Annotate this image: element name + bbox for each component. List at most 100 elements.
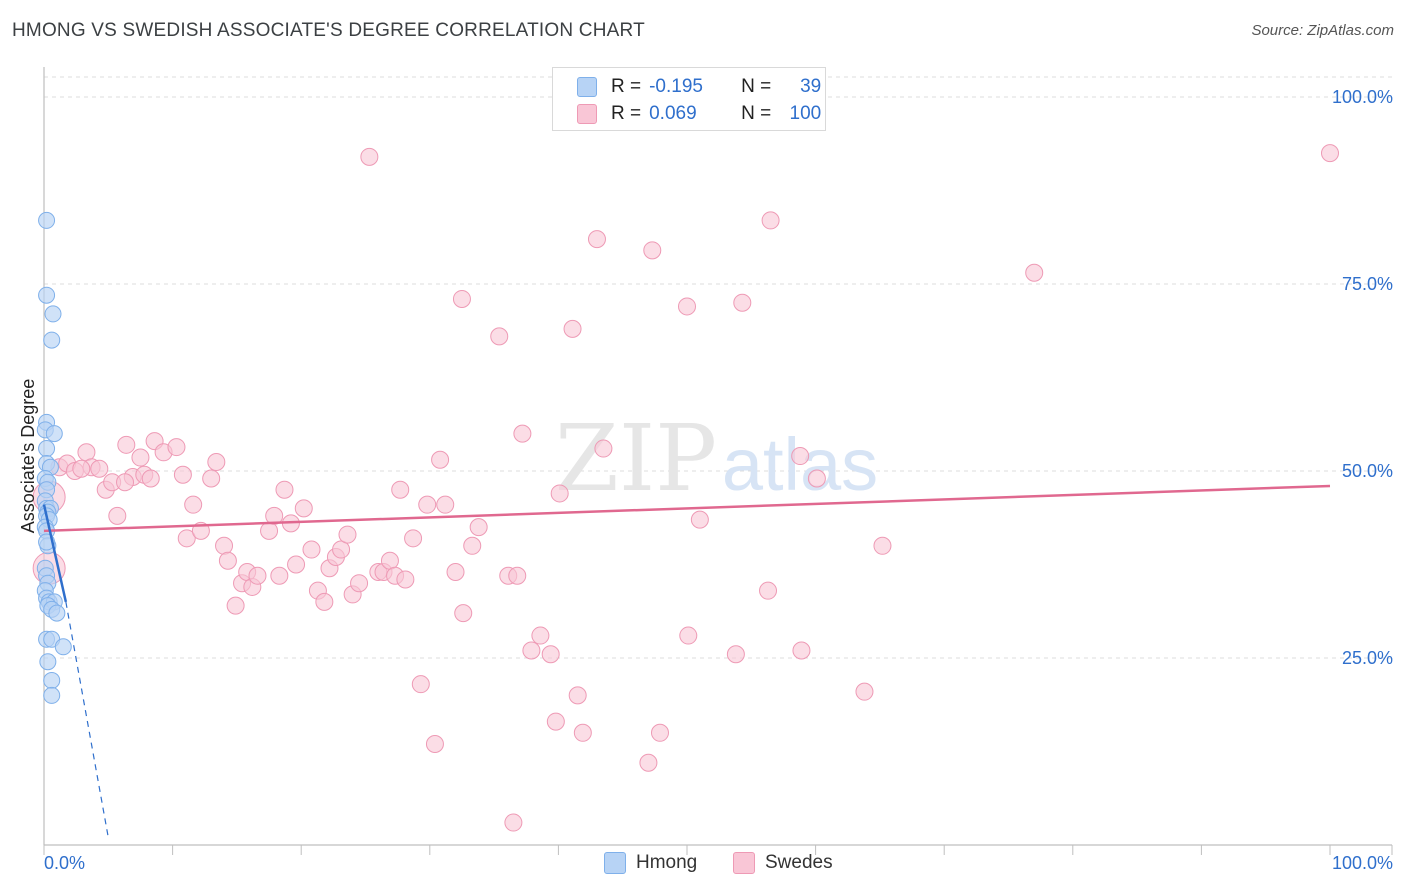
swedes-point xyxy=(338,525,357,544)
swedes-point xyxy=(332,540,351,559)
swedes-point xyxy=(733,293,752,312)
swedes-point xyxy=(360,147,379,166)
swedes-point xyxy=(855,682,874,701)
legend-swatch-hmong xyxy=(577,77,597,97)
legend-r-label: R = xyxy=(611,103,642,124)
trend-lines xyxy=(42,484,1331,838)
swedes-point xyxy=(454,604,473,623)
bottom-legend-hmong: Hmong xyxy=(604,852,697,874)
swedes-point xyxy=(72,459,91,478)
swedes-point xyxy=(131,448,150,467)
swedes-point xyxy=(1025,263,1044,282)
swedes-point xyxy=(218,551,237,570)
legend-swatch-swedes xyxy=(577,104,597,124)
swedes-point xyxy=(431,450,450,469)
chart-title: HMONG VS SWEDISH ASSOCIATE'S DEGREE CORR… xyxy=(12,20,645,41)
legend-r-label: R = xyxy=(611,76,642,97)
hmong-point xyxy=(39,653,57,671)
legend-n-label: N = xyxy=(741,76,772,97)
swedes-point xyxy=(791,447,810,466)
swedes-point xyxy=(202,469,221,488)
swedes-point xyxy=(167,438,186,457)
swedes-point xyxy=(568,686,587,705)
watermark-zip: ZIP xyxy=(555,405,717,512)
swedes-point xyxy=(294,499,313,518)
x-tick-label-right: 100.0% xyxy=(1332,853,1393,873)
swedes-point xyxy=(275,480,294,499)
swedes-point xyxy=(184,495,203,514)
swedes-point xyxy=(726,645,745,664)
swedes-point xyxy=(452,289,471,308)
swedes-point xyxy=(643,241,662,260)
swedes-point xyxy=(469,518,488,537)
hmong-point xyxy=(43,686,61,704)
swedes-point xyxy=(173,465,192,484)
hmong-point xyxy=(44,305,62,323)
hmong-point xyxy=(38,440,56,458)
bottom-legend-swatch-hmong xyxy=(604,852,626,874)
y-tick-label: 75.0% xyxy=(1342,274,1393,294)
swedes-point xyxy=(678,297,696,316)
swedes-point xyxy=(541,645,560,664)
swedes-point xyxy=(396,570,415,589)
hmong-trend-extension xyxy=(65,601,109,838)
swedes-point xyxy=(807,469,826,488)
legend-n-value: 39 xyxy=(800,76,822,97)
legend-n-value: 100 xyxy=(789,103,822,124)
legend-r-value: 0.069 xyxy=(649,103,697,124)
bottom-legend-label-swedes: Swedes xyxy=(765,852,833,873)
hmong-point xyxy=(43,331,61,349)
swedes-point xyxy=(287,555,306,574)
legend-row-swedes: R = 0.069 N = 100 xyxy=(577,102,821,126)
hmong-point xyxy=(45,425,63,443)
watermark: ZIP atlas xyxy=(555,405,878,512)
swedes-point xyxy=(270,566,289,585)
swedes-trend-line xyxy=(43,484,1331,533)
swedes-point xyxy=(573,723,592,742)
swedes-point xyxy=(504,813,523,832)
swedes-point xyxy=(418,495,437,514)
bottom-legend-label-hmong: Hmong xyxy=(636,852,698,873)
swedes-point xyxy=(404,529,423,548)
bottom-legend-swatch-swedes xyxy=(733,852,755,874)
hmong-point xyxy=(48,604,66,622)
swedes-point xyxy=(315,592,334,611)
swedes-point xyxy=(215,536,234,555)
swedes-point xyxy=(117,435,136,454)
swedes-point xyxy=(639,753,658,772)
y-axis-label: Associate's Degree xyxy=(18,379,38,534)
swedes-point xyxy=(141,469,160,488)
swedes-point xyxy=(260,521,279,540)
swedes-point xyxy=(177,529,196,548)
swedes-point xyxy=(446,562,465,581)
swedes-point xyxy=(226,596,245,615)
swedes-point xyxy=(425,735,444,754)
hmong-point xyxy=(38,211,56,229)
y-tick-label: 50.0% xyxy=(1342,461,1393,481)
swedes-point xyxy=(207,453,226,472)
points xyxy=(32,144,1339,832)
hmong-point xyxy=(38,286,56,304)
axes xyxy=(43,67,1393,855)
swedes-point xyxy=(508,566,527,585)
swedes-point xyxy=(108,506,127,525)
swedes-point xyxy=(380,551,399,570)
y-tick-label: 25.0% xyxy=(1342,648,1393,668)
swedes-point xyxy=(587,230,606,249)
swedes-point xyxy=(513,424,532,443)
hmong-trend-line xyxy=(42,504,68,603)
swedes-point xyxy=(650,723,669,742)
swedes-point xyxy=(265,506,284,525)
swedes-point xyxy=(792,641,811,660)
swedes-point xyxy=(546,712,565,731)
swedes-point xyxy=(391,480,410,499)
swedes-point xyxy=(350,574,369,593)
chart-source: Source: ZipAtlas.com xyxy=(1251,22,1394,39)
swedes-point xyxy=(679,626,698,645)
swedes-point xyxy=(1321,144,1339,163)
swedes-point xyxy=(90,459,109,478)
hmong-point xyxy=(54,638,72,656)
correlation-legend: R = -0.195 N = 39 R = 0.069 N = 100 xyxy=(552,67,826,131)
x-tick-label-left: 0.0% xyxy=(44,853,85,873)
